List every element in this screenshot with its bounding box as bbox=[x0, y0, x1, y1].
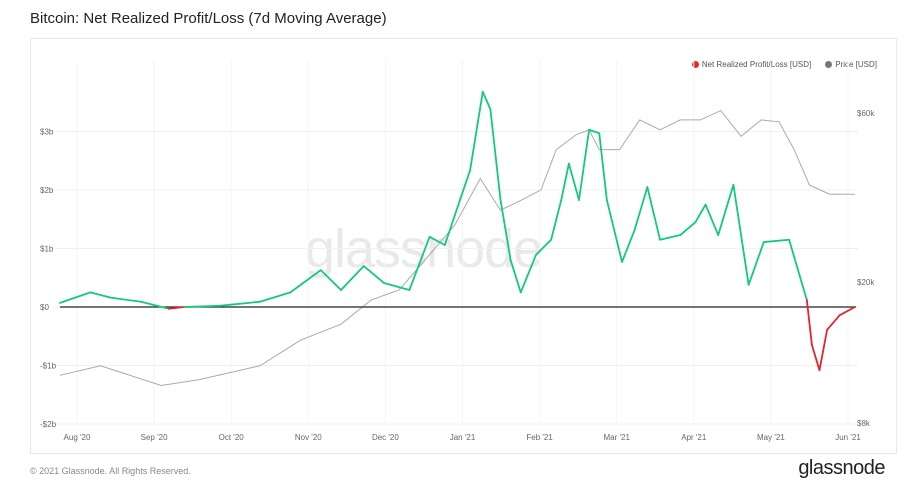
nrpl-profit-segment bbox=[659, 234, 682, 241]
nrpl-profit-segment bbox=[140, 300, 170, 310]
nrpl-profit-segment bbox=[499, 199, 512, 262]
y-right-tick-label: $8k bbox=[857, 419, 871, 428]
nrpl-profit-segment bbox=[183, 304, 221, 308]
nrpl-profit-segment bbox=[509, 259, 522, 294]
nrpl-profit-segment bbox=[408, 235, 431, 291]
nrpl-profit-segment bbox=[89, 291, 112, 299]
nrpl-profit-segment bbox=[578, 128, 591, 201]
nrpl-profit-segment bbox=[59, 291, 92, 304]
nrpl-profit-segment bbox=[459, 169, 472, 201]
x-tick-label: Sep '20 bbox=[141, 433, 168, 442]
nrpl-profit-segment bbox=[362, 265, 385, 284]
y-left-tick-label: $3b bbox=[40, 128, 54, 137]
nrpl-profit-segment bbox=[469, 90, 484, 172]
nrpl-loss-segment bbox=[826, 314, 841, 331]
nrpl-profit-segment bbox=[109, 296, 142, 303]
y-right-tick-label: $20k bbox=[857, 278, 875, 287]
x-tick-label: Aug '20 bbox=[64, 433, 91, 442]
nrpl-profit-segment bbox=[340, 265, 365, 291]
nrpl-profit-segment bbox=[679, 221, 697, 236]
nrpl-profit-segment bbox=[747, 241, 765, 286]
y-left-tick-label: $1b bbox=[40, 245, 54, 254]
legend-label: Net Realized Profit/Loss [USD] bbox=[701, 60, 812, 69]
nrpl-profit-segment bbox=[762, 238, 791, 243]
price-line bbox=[59, 109, 855, 387]
nrpl-profit-segment bbox=[598, 132, 608, 201]
nrpl-profit-segment bbox=[567, 162, 580, 201]
copyright: © 2021 Glassnode. All Rights Reserved. bbox=[30, 466, 191, 476]
y-left-tick-label: $0 bbox=[40, 303, 49, 312]
nrpl-loss-segment bbox=[838, 306, 856, 317]
nrpl-profit-segment bbox=[588, 128, 601, 135]
nrpl-profit-segment bbox=[704, 203, 720, 236]
nrpl-profit-segment bbox=[489, 108, 502, 201]
x-tick-label: Apr '21 bbox=[681, 433, 707, 442]
nrpl-profit-segment bbox=[717, 183, 735, 236]
x-tick-label: Dec '20 bbox=[372, 433, 399, 442]
nrpl-loss-segment bbox=[818, 328, 828, 372]
glassnode-logo: glassnode bbox=[798, 457, 885, 479]
nrpl-profit-segment bbox=[443, 199, 461, 246]
nrpl-loss-segment bbox=[805, 299, 813, 346]
nrpl-profit-segment bbox=[383, 282, 411, 291]
nrpl-profit-segment bbox=[428, 235, 446, 246]
nrpl-profit-segment bbox=[605, 199, 623, 263]
x-tick-label: Oct '20 bbox=[219, 433, 245, 442]
x-tick-label: Jun '21 bbox=[835, 433, 861, 442]
chart-frame bbox=[30, 38, 897, 454]
nrpl-profit-segment bbox=[646, 186, 661, 241]
nrpl-loss-segment bbox=[810, 344, 821, 372]
legend-label: Price [USD] bbox=[835, 60, 877, 69]
x-tick-label: Feb '21 bbox=[526, 433, 553, 442]
legend-item-price[interactable]: Price [USD] bbox=[825, 60, 877, 69]
nrpl-profit-segment bbox=[788, 238, 808, 301]
red-dot-icon bbox=[691, 61, 699, 68]
y-left-tick-label: -$1b bbox=[40, 362, 57, 371]
y-left-tick-label: -$2b bbox=[40, 420, 57, 429]
nrpl-profit-segment bbox=[259, 291, 292, 303]
y-left-tick-label: $2b bbox=[40, 186, 54, 195]
x-tick-label: Mar '21 bbox=[603, 433, 630, 442]
nrpl-profit-segment bbox=[550, 199, 563, 241]
nrpl-profit-segment bbox=[560, 162, 570, 201]
nrpl-profit-segment bbox=[289, 269, 322, 294]
nrpl-profit-segment bbox=[218, 300, 261, 307]
nrpl-profit-segment bbox=[621, 228, 636, 263]
nrpl-profit-segment bbox=[694, 203, 707, 224]
gray-dot-icon bbox=[825, 61, 833, 68]
x-tick-label: Nov '20 bbox=[295, 433, 322, 442]
nrpl-profit-segment bbox=[732, 183, 750, 286]
y-right-tick-label: $60k bbox=[857, 109, 875, 118]
legend-item-nrpl[interactable]: Net Realized Profit/Loss [USD] bbox=[691, 60, 812, 69]
nrpl-profit-segment bbox=[519, 254, 537, 294]
nrpl-profit-segment bbox=[535, 238, 553, 256]
legend: Net Realized Profit/Loss [USD] Price [US… bbox=[691, 60, 877, 69]
nrpl-profit-segment bbox=[319, 269, 342, 291]
nrpl-profit-segment bbox=[633, 186, 649, 231]
x-tick-label: May '21 bbox=[757, 433, 785, 442]
nrpl-loss-segment bbox=[167, 306, 185, 310]
nrpl-profit-segment bbox=[481, 90, 492, 111]
x-tick-label: Jan '21 bbox=[450, 433, 476, 442]
chart-title: Bitcoin: Net Realized Profit/Loss (7d Mo… bbox=[30, 10, 387, 27]
